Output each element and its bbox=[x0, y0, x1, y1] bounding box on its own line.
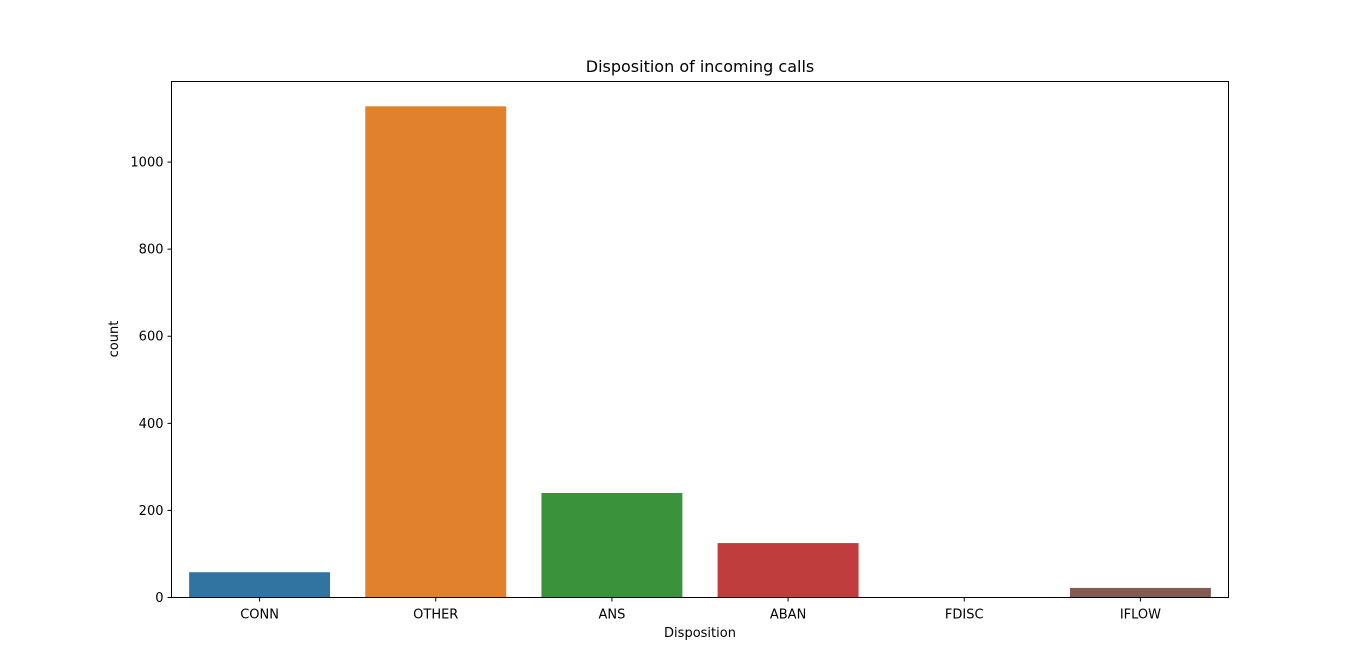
x-tick-label: ABAN bbox=[770, 608, 806, 623]
bar-ans bbox=[541, 492, 683, 598]
x-axis-label: Disposition bbox=[664, 626, 736, 641]
bars-group bbox=[189, 106, 1211, 598]
y-tick-label: 800 bbox=[139, 243, 164, 258]
bar-conn bbox=[189, 572, 331, 598]
bar-other bbox=[365, 106, 507, 598]
x-tick-label: CONN bbox=[240, 608, 279, 623]
x-tick-label: IFLOW bbox=[1120, 608, 1161, 623]
x-tick-label: ANS bbox=[598, 608, 625, 623]
y-tick-label: 0 bbox=[155, 591, 163, 606]
x-axis-ticks: CONN OTHER ANS ABAN FDISC IFLOW bbox=[240, 597, 1161, 623]
bar-iflow bbox=[1069, 587, 1211, 598]
y-axis-ticks: 0 200 400 600 800 1000 bbox=[130, 156, 172, 606]
y-tick-label: 600 bbox=[139, 330, 164, 345]
y-axis-label: count bbox=[107, 321, 122, 358]
y-tick-label: 400 bbox=[139, 417, 164, 432]
plot-frame bbox=[171, 81, 1229, 598]
x-tick-label: OTHER bbox=[413, 608, 458, 623]
x-tick-label: FDISC bbox=[945, 608, 984, 623]
bar-aban bbox=[717, 543, 859, 598]
y-tick-label: 1000 bbox=[130, 156, 163, 171]
y-tick-label: 200 bbox=[139, 504, 164, 519]
chart-title: Disposition of incoming calls bbox=[586, 57, 814, 76]
